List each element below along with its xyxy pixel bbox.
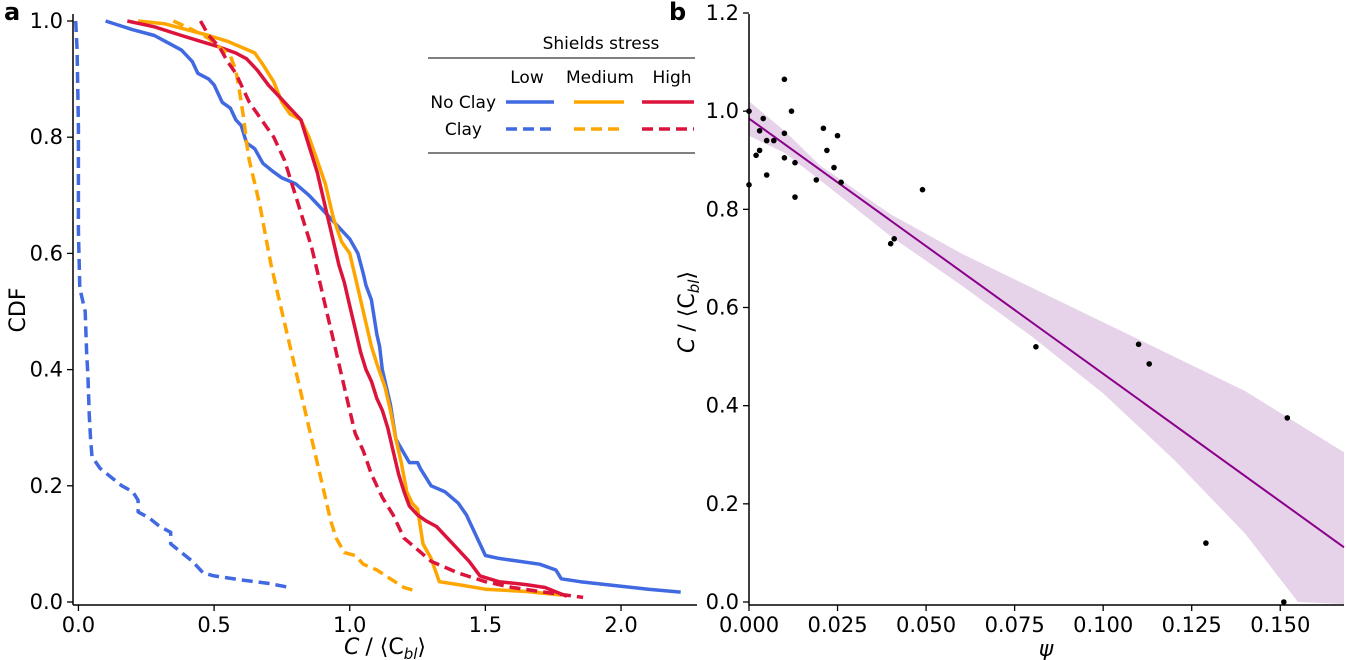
panel-a-x-label-close: ⟩ [417,635,426,660]
confidence-band [749,101,1344,605]
panel-b-y-ticks: 0.0 0.2 0.4 0.6 0.8 1.0 1.2 [706,1,749,614]
panel-a-cdf-chart: a 0.0 0.5 1.0 1.5 2.0 0.0 0.2 0.4 0.6 0.8 1.0 CDF… [4,0,697,660]
a-y-tick-label: 0.8 [30,125,63,149]
cdf-line-noclay-medium [137,19,562,597]
b-y-tick-label: 0.4 [706,394,739,418]
legend-title: Shields stress [543,34,660,54]
a-y-tick-label: 0.2 [30,474,63,498]
a-x-tick-label: 1.0 [333,613,366,637]
scatter-point [838,179,844,186]
b-y-tick-label: 1.2 [706,1,739,25]
scatter-point [813,177,820,183]
panel-b-plot-area [746,76,1345,605]
panel-a-label: a [4,0,20,26]
scatter-point [781,130,788,137]
scatter-point [887,240,894,247]
panel-a-x-label-var: C [344,635,360,660]
cdf-line-clay-medium [172,19,419,594]
b-x-tick-label: 0.000 [719,613,779,637]
cdf-line-noclay-high [126,19,568,598]
b-x-tick-label: 0.025 [807,613,867,637]
scatter-point [1033,344,1039,350]
b-y-tick-label: 0.6 [706,296,739,320]
a-y-tick-label: 0.0 [30,590,63,614]
panel-b-y-axis-label: C / ⟨Cbl⟩ [675,271,703,353]
scatter-point [763,137,770,144]
cdf-line-noclay-low [105,19,681,594]
scatter-point [919,186,926,193]
panel-b-y-label-rest: / ⟨C [675,293,700,331]
b-y-tick-label: 0.8 [706,197,739,221]
b-x-tick-label: 0.075 [985,613,1045,637]
a-x-tick-label: 0.5 [197,613,230,637]
legend-col-low: Low [510,68,544,88]
a-y-tick-label: 1.0 [30,9,63,33]
a-y-tick-label: 0.6 [30,241,63,265]
b-x-tick-label: 0.150 [1250,613,1310,637]
scatter-point [792,159,798,166]
cdf-line-clay-low [73,20,291,590]
b-y-tick-label: 0.2 [706,492,739,516]
b-y-tick-label: 0.0 [706,590,739,614]
panel-a-legend: Shields stress Low Medium High No Clay C… [428,34,695,154]
scatter-point [760,115,766,122]
panel-b-x-ticks: 0.000 0.025 0.050 0.075 0.100 0.125 0.150 [719,605,1310,637]
legend-row-clay: Clay [445,120,482,140]
b-y-tick-label: 1.0 [706,99,739,123]
panel-a-x-ticks: 0.0 0.5 1.0 1.5 2.0 [62,605,638,637]
scatter-point [756,128,763,134]
scatter-point [771,137,777,144]
b-x-tick-label: 0.100 [1073,613,1133,637]
scatter-point [788,108,795,114]
scatter-point [820,125,827,132]
regression-line [748,117,1345,549]
scatter-point [1284,415,1291,421]
a-x-tick-label: 0.0 [62,613,95,637]
panel-a-x-label-sub: bl [404,645,419,660]
scatter-point [753,152,759,159]
panel-b-scatter-chart: b 0.000 0.025 0.050 0.075 0.100 0.125 0.150 0.… [669,0,1345,660]
scatter-point [1281,599,1287,605]
a-y-tick-label: 0.4 [30,358,63,382]
legend-row-noclay: No Clay [430,93,496,113]
scatter-point [831,164,837,171]
scatter-point [756,147,763,154]
scatter-point [792,194,798,200]
panel-b-x-axis-label: ψ [1039,637,1054,660]
scatter-point [781,155,788,161]
scatter-point [781,76,788,83]
a-x-tick-label: 2.0 [604,613,637,637]
panel-b-y-label-var: C [675,337,700,353]
scatter-point [824,147,830,154]
b-x-tick-label: 0.050 [896,613,956,637]
panel-b-label: b [669,0,686,26]
panel-a-y-axis-label: CDF [6,288,31,333]
panel-b-y-label-close: ⟩ [675,271,700,280]
scatter-point [891,236,897,242]
panel-b-y-label-sub: bl [685,279,703,294]
scatter-point [1135,341,1142,348]
scatter-point [1146,361,1152,367]
b-x-tick-label: 0.125 [1162,613,1222,637]
cdf-line-clay-high [198,20,584,600]
scatter-point [834,132,841,139]
panel-a-x-label-rest: / ⟨C [365,635,403,660]
legend-col-medium: Medium [566,68,634,88]
panel-a-plot-area [73,19,681,600]
scatter-point [1203,540,1209,546]
legend-col-high: High [652,68,691,88]
a-x-tick-label: 1.5 [469,613,502,637]
panel-a-x-axis-label: C / ⟨Cbl⟩ [344,635,426,660]
panel-a-y-ticks: 0.0 0.2 0.4 0.6 0.8 1.0 [30,9,73,614]
scatter-point [763,172,770,178]
